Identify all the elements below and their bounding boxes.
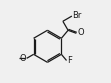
Text: O: O (19, 54, 26, 63)
Text: O: O (77, 28, 84, 37)
Text: Br: Br (72, 11, 82, 20)
Text: F: F (67, 56, 72, 65)
